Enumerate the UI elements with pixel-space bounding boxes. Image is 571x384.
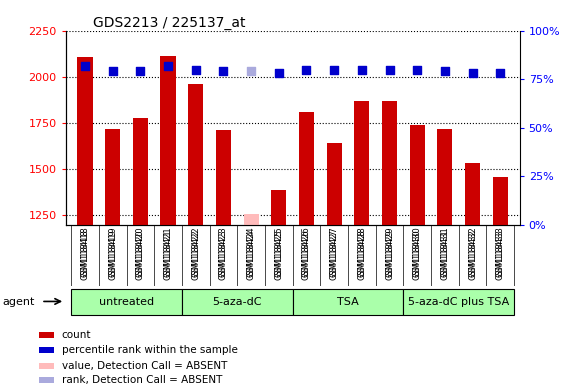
Text: GSM118425: GSM118425 <box>274 230 283 280</box>
FancyBboxPatch shape <box>293 290 403 315</box>
Bar <box>39 347 54 353</box>
Bar <box>243 215 259 225</box>
Text: GSM118423: GSM118423 <box>219 230 228 280</box>
Point <box>274 70 283 76</box>
Point <box>468 70 477 76</box>
Text: GSM118418: GSM118418 <box>81 230 90 280</box>
Text: GDS2213 / 225137_at: GDS2213 / 225137_at <box>93 16 246 30</box>
Point <box>385 66 394 73</box>
Bar <box>409 125 425 225</box>
Bar <box>493 177 508 225</box>
Text: GSM118433: GSM118433 <box>496 230 505 280</box>
Bar <box>354 101 369 225</box>
Point <box>440 68 449 74</box>
Text: percentile rank within the sample: percentile rank within the sample <box>62 345 238 355</box>
Text: GSM118419: GSM118419 <box>108 230 117 280</box>
Point <box>136 68 145 74</box>
Bar <box>437 129 452 225</box>
Text: GSM118430: GSM118430 <box>413 230 422 280</box>
Point <box>108 68 117 74</box>
Point <box>413 66 422 73</box>
Text: GSM118428: GSM118428 <box>357 230 367 280</box>
Text: 5-aza-dC plus TSA: 5-aza-dC plus TSA <box>408 297 509 308</box>
Text: GSM118427: GSM118427 <box>329 230 339 280</box>
Text: GSM118426: GSM118426 <box>302 230 311 280</box>
Text: agent: agent <box>3 297 35 307</box>
Bar <box>160 56 176 225</box>
Bar <box>133 118 148 225</box>
Text: GSM118420: GSM118420 <box>136 230 145 280</box>
Bar <box>78 56 93 225</box>
Text: GSM118429: GSM118429 <box>385 230 394 280</box>
Text: GSM118422: GSM118422 <box>191 230 200 280</box>
Bar <box>188 84 203 225</box>
FancyBboxPatch shape <box>403 290 514 315</box>
Point <box>357 66 367 73</box>
Bar <box>465 163 480 225</box>
Point <box>302 66 311 73</box>
Bar <box>299 112 314 225</box>
Point <box>496 70 505 76</box>
Bar <box>216 131 231 225</box>
Point <box>163 63 172 69</box>
Point <box>219 68 228 74</box>
Text: 5-aza-dC: 5-aza-dC <box>212 297 262 308</box>
FancyBboxPatch shape <box>182 290 293 315</box>
Point <box>247 68 256 74</box>
FancyBboxPatch shape <box>71 290 182 315</box>
Text: GSM118432: GSM118432 <box>468 230 477 280</box>
Bar <box>39 362 54 369</box>
Bar <box>39 332 54 338</box>
Text: value, Detection Call = ABSENT: value, Detection Call = ABSENT <box>62 361 227 371</box>
Text: TSA: TSA <box>337 297 359 308</box>
Text: GSM118431: GSM118431 <box>440 230 449 280</box>
Text: count: count <box>62 329 91 339</box>
Text: GSM118421: GSM118421 <box>163 230 172 280</box>
Bar <box>382 101 397 225</box>
Point <box>81 63 90 69</box>
Text: GSM118424: GSM118424 <box>247 230 256 280</box>
Point <box>191 66 200 73</box>
Bar <box>39 377 54 383</box>
Bar <box>327 143 342 225</box>
Bar <box>271 190 287 225</box>
Bar <box>105 129 120 225</box>
Point <box>329 66 339 73</box>
Text: untreated: untreated <box>99 297 154 308</box>
Text: rank, Detection Call = ABSENT: rank, Detection Call = ABSENT <box>62 375 222 384</box>
